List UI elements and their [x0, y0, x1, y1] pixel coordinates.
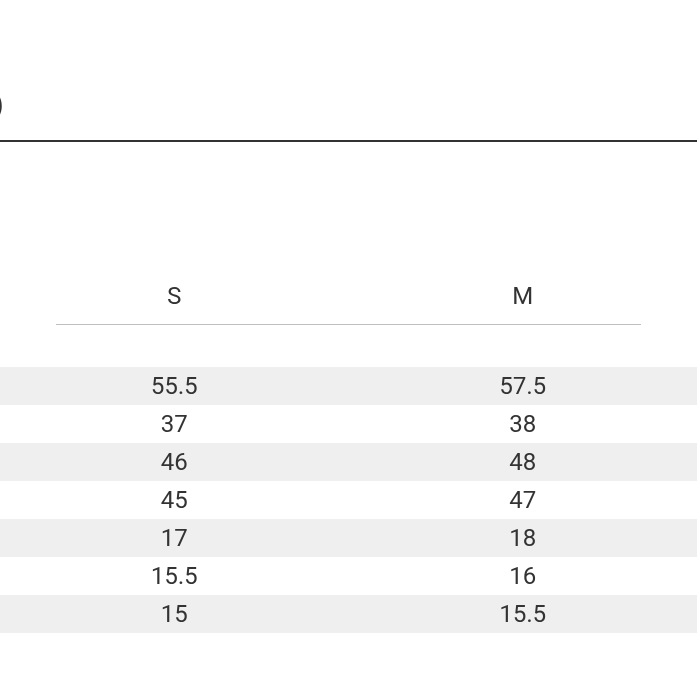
table-cell: 48 [349, 448, 697, 476]
top-rule [0, 140, 697, 142]
table-row: 55.5 57.5 [0, 367, 697, 405]
header-gap [0, 325, 697, 367]
table-cell: 55.5 [0, 372, 349, 400]
table-cell: 17 [0, 524, 349, 552]
page: ) S M 55.5 57.5 37 38 46 48 45 47 17 18 [0, 0, 697, 697]
top-mark: ) [0, 88, 4, 121]
table-cell: 45 [0, 486, 349, 514]
table-cell: 37 [0, 410, 349, 438]
table-row: 45 47 [0, 481, 697, 519]
table-cell: 47 [349, 486, 697, 514]
table-cell: 15.5 [349, 600, 697, 628]
table-cell: 38 [349, 410, 697, 438]
table-row: 15.5 16 [0, 557, 697, 595]
table-row: 17 18 [0, 519, 697, 557]
column-header: S [0, 282, 349, 310]
table-row: 46 48 [0, 443, 697, 481]
table-cell: 46 [0, 448, 349, 476]
table-cell: 16 [349, 562, 697, 590]
table-cell: 57.5 [349, 372, 697, 400]
table-cell: 18 [349, 524, 697, 552]
column-header: M [349, 282, 697, 310]
table-row: 15 15.5 [0, 595, 697, 633]
table-header-row: S M [0, 272, 697, 320]
table-cell: 15.5 [0, 562, 349, 590]
size-table: S M 55.5 57.5 37 38 46 48 45 47 17 18 15… [0, 272, 697, 633]
table-row: 37 38 [0, 405, 697, 443]
table-cell: 15 [0, 600, 349, 628]
